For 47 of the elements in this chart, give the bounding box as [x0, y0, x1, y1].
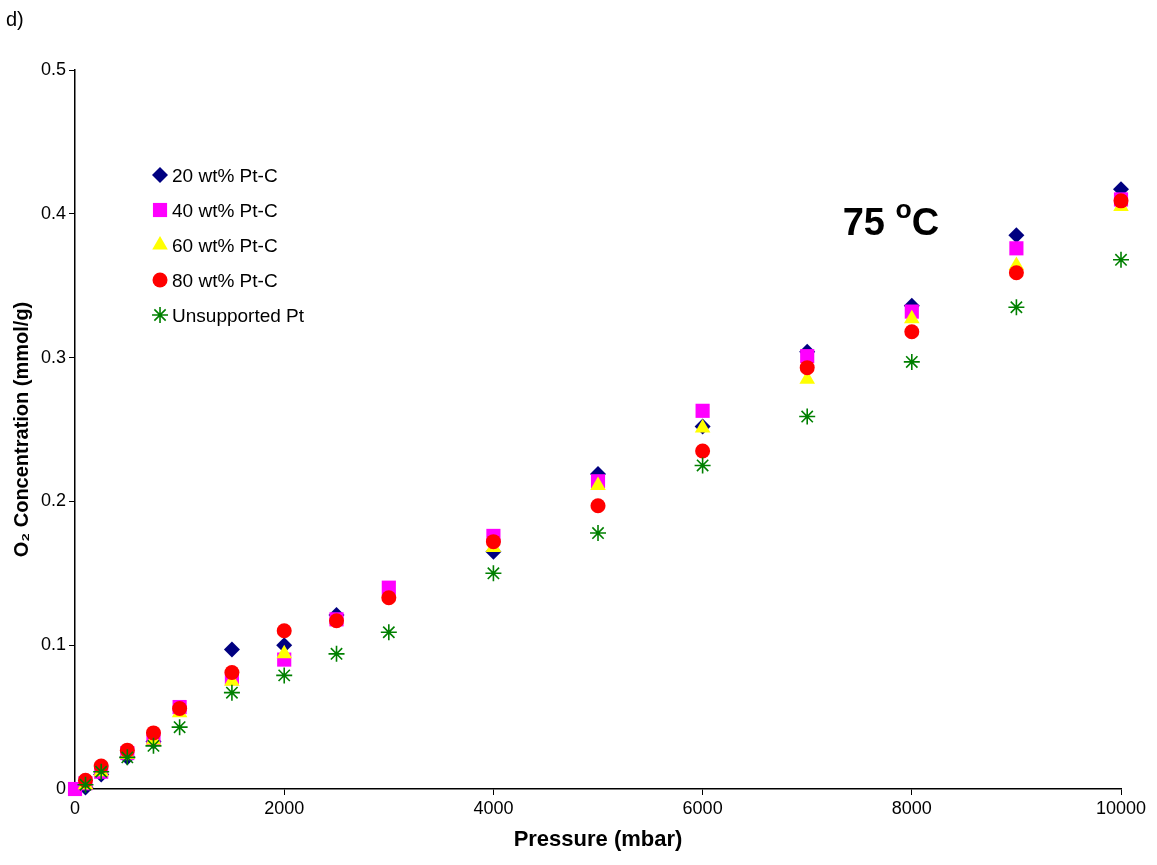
point	[798, 407, 817, 426]
x-tick-label: 10000	[1095, 797, 1147, 818]
point	[589, 524, 607, 542]
point	[695, 443, 711, 459]
point	[1008, 227, 1025, 244]
legend-label: 20 wt% Pt-C	[172, 165, 278, 186]
x-tick-label: 4000	[473, 797, 514, 818]
point	[1008, 265, 1024, 281]
x-tick-label: 6000	[682, 797, 723, 818]
text: d)	[6, 8, 24, 30]
point	[693, 456, 712, 475]
legend-label: 80 wt% Pt-C	[172, 270, 278, 291]
point	[224, 665, 240, 681]
point	[799, 360, 815, 376]
point	[380, 623, 398, 642]
x-axis-title: Pressure (mbar)	[513, 825, 683, 851]
y-tick-label: 0.4	[40, 202, 67, 223]
x-tick-label: 2000	[264, 797, 305, 818]
point	[170, 718, 189, 736]
point	[223, 683, 241, 702]
point	[223, 641, 240, 658]
y-tick-label: 0.3	[40, 346, 67, 367]
legend-label: Unsupported Pt	[172, 305, 305, 326]
point	[485, 534, 501, 550]
point	[1009, 241, 1024, 256]
x-tick-label: 0	[70, 797, 81, 818]
y-axis-title: O₂ Concentration (mmol/g)	[9, 301, 32, 558]
point	[1007, 298, 1026, 317]
y-tick-label: 0.1	[40, 634, 67, 655]
point	[276, 623, 292, 639]
point	[903, 353, 921, 371]
point	[904, 324, 920, 340]
point	[275, 666, 294, 685]
point	[144, 737, 163, 755]
point	[381, 590, 397, 606]
point	[590, 498, 606, 514]
point	[1112, 251, 1130, 269]
x-tick-label: 8000	[891, 797, 932, 818]
y-tick-label: 0.5	[40, 58, 67, 79]
point	[327, 645, 346, 663]
y-tick-label: 0	[56, 777, 67, 798]
y-tick-label: 0.2	[40, 490, 67, 511]
legend-label: 40 wt% Pt-C	[172, 200, 278, 221]
legend-label: 60 wt% Pt-C	[172, 235, 278, 256]
point	[695, 403, 710, 418]
point	[484, 564, 503, 583]
point	[145, 725, 161, 741]
